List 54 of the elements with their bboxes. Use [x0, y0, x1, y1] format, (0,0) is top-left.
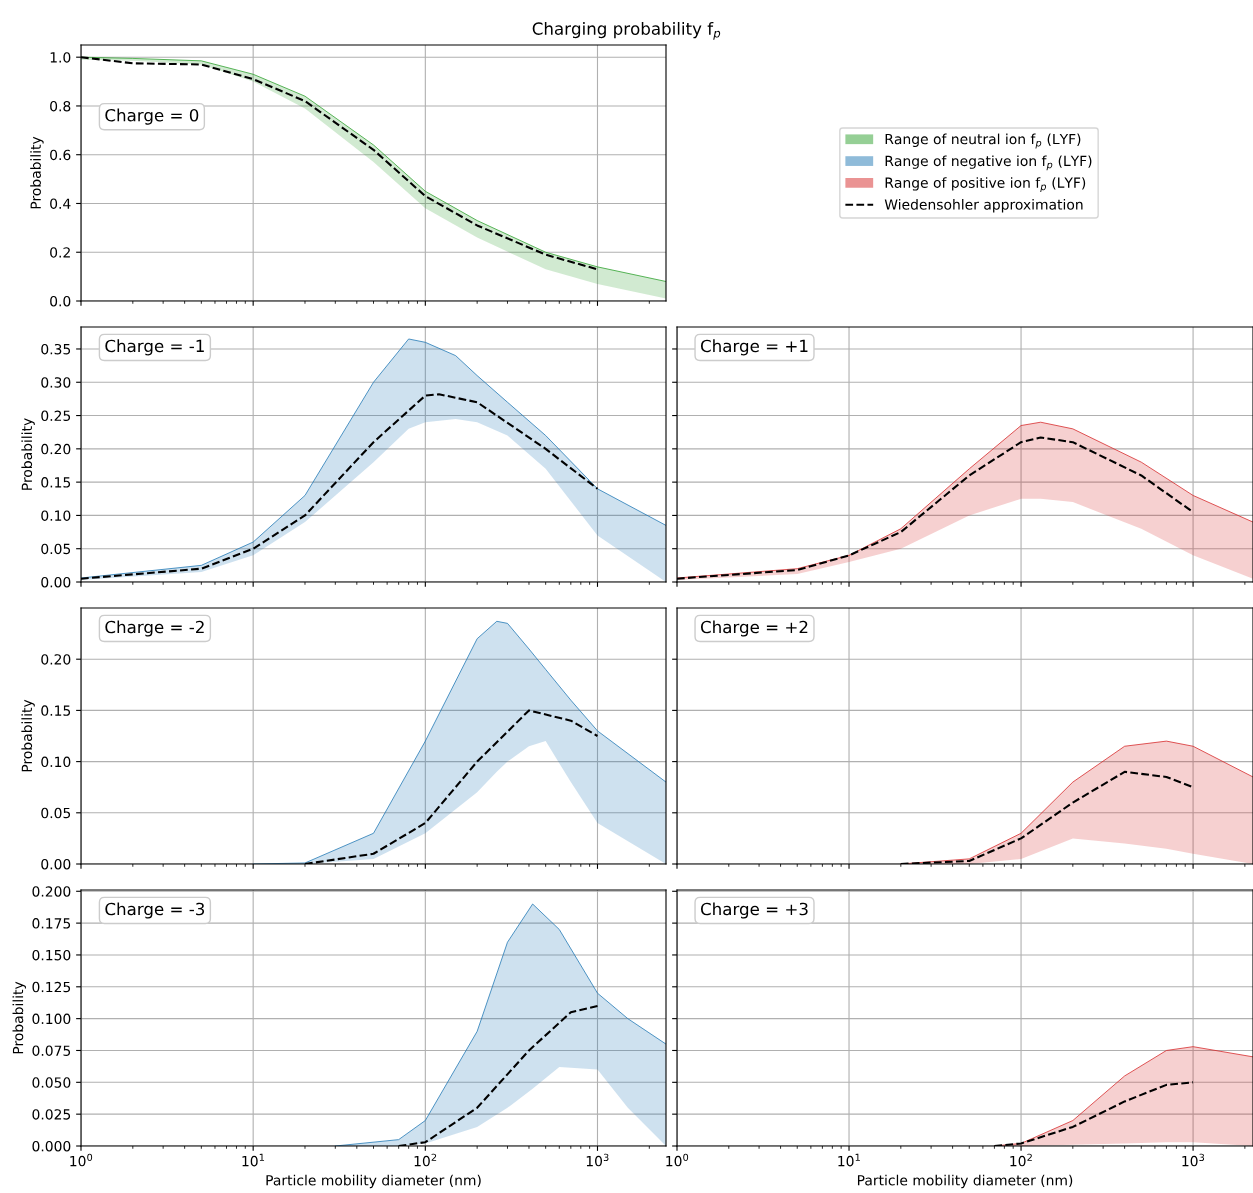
y-tick-label: 0.025 — [32, 1109, 71, 1120]
x-tick-label: 10$^{0}$ — [666, 1153, 689, 1167]
y-tick-label: 0.175 — [32, 918, 71, 929]
legend-label: Range of negative ion f$_{p}$ (LYF) — [885, 155, 1092, 171]
y-tick-label: 0.20 — [41, 654, 71, 665]
legend-label: Range of neutral ion f$_{p}$ (LYF) — [885, 133, 1081, 149]
annotation: Charge = +2 — [700, 620, 808, 637]
y-tick-label: 0.6 — [50, 149, 71, 161]
legend-label: Wiedensohler approximation — [884, 198, 1083, 213]
y-tick-label: 0.100 — [32, 1013, 71, 1025]
y-tick-label: 0.000 — [32, 1140, 71, 1152]
x-tick-label: 10$^{2}$ — [414, 1153, 437, 1167]
x-tick-label: 10$^{0}$ — [70, 1153, 93, 1167]
y-tick-label: 0.125 — [32, 981, 71, 993]
y-axis-title: Probability — [21, 699, 35, 772]
y-tick-label: 0.200 — [32, 886, 71, 897]
annotation: Charge = +3 — [700, 902, 808, 919]
y-axis-title: Probability — [30, 136, 44, 209]
y-tick-label: 0.0 — [50, 295, 71, 307]
y-tick-label: 0.10 — [41, 756, 71, 768]
annotation: Charge = -2 — [105, 620, 204, 637]
y-tick-label: 0.05 — [41, 543, 71, 555]
y-tick-label: 0.15 — [41, 477, 71, 488]
x-tick-label: 10$^{1}$ — [242, 1153, 265, 1167]
x-tick-label: 10$^{3}$ — [586, 1153, 609, 1167]
y-axis-title: Probability — [12, 981, 26, 1054]
y-axis-title: Probability — [21, 418, 35, 490]
chart-title: Charging probability f$_{p}$ — [532, 22, 721, 40]
y-tick-label: 0.4 — [50, 198, 71, 209]
y-tick-label: 0.075 — [32, 1045, 71, 1056]
y-tick-label: 0.050 — [32, 1077, 71, 1088]
y-tick-label: 0.10 — [41, 510, 71, 521]
x-tick-label: 10$^{1}$ — [838, 1153, 860, 1167]
y-tick-label: 0.05 — [41, 807, 71, 819]
legend-label: Range of positive ion f$_{p}$ (LYF) — [885, 177, 1086, 193]
y-tick-label: 1.0 — [50, 52, 71, 63]
y-tick-label: 0.2 — [50, 247, 70, 258]
y-tick-label: 0.20 — [41, 443, 71, 455]
y-tick-label: 0.30 — [41, 377, 71, 388]
y-tick-label: 0.00 — [41, 858, 71, 870]
annotation: Charge = +1 — [700, 339, 808, 356]
annotation: Charge = 0 — [105, 108, 199, 125]
y-tick-label: 0.8 — [50, 100, 71, 112]
annotation: Charge = -1 — [105, 339, 204, 356]
x-tick-label: 10$^{2}$ — [1010, 1153, 1032, 1167]
y-tick-label: 0.35 — [41, 343, 71, 355]
x-axis-title: Particle mobility diameter (nm) — [857, 1174, 1073, 1189]
y-tick-label: 0.25 — [41, 410, 71, 422]
x-axis-title: Particle mobility diameter (nm) — [266, 1174, 481, 1189]
annotation: Charge = -3 — [105, 902, 205, 919]
y-tick-label: 0.00 — [41, 576, 71, 588]
y-tick-label: 0.15 — [41, 705, 71, 716]
y-tick-label: 0.150 — [32, 949, 71, 961]
x-tick-label: 10$^{3}$ — [1182, 1153, 1205, 1167]
